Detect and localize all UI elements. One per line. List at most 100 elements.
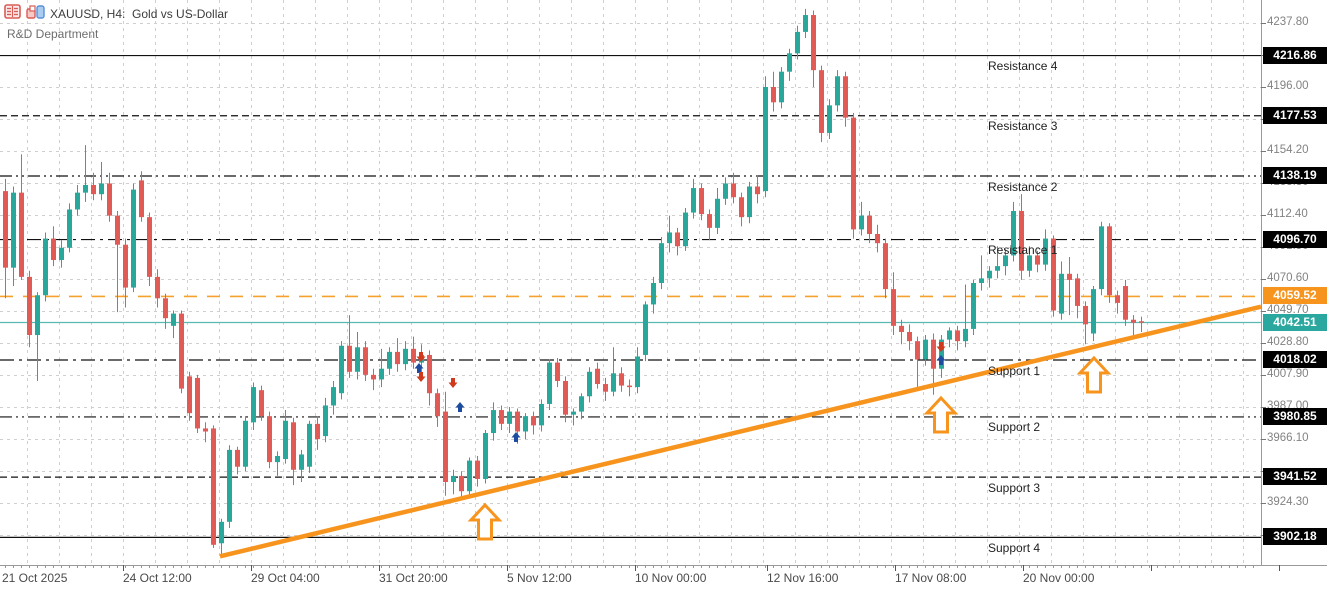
candle xyxy=(395,338,400,372)
candle xyxy=(211,425,216,548)
sr-level-lines[interactable] xyxy=(0,54,1261,538)
candle xyxy=(99,162,104,201)
fractal-up-arrow-icon xyxy=(936,355,946,365)
candle xyxy=(187,371,192,421)
sr-level-label: Support 2 xyxy=(988,420,1041,435)
candle xyxy=(851,113,856,239)
candle xyxy=(259,385,264,421)
candle xyxy=(899,319,904,345)
price-axis-tick-label: 4007.90 xyxy=(1267,368,1309,380)
candle xyxy=(819,65,824,143)
candle xyxy=(795,25,800,60)
candle xyxy=(459,471,464,499)
buy-signal-arrows[interactable] xyxy=(467,355,1112,541)
candle xyxy=(1067,256,1072,316)
up-arrow-marker-icon[interactable] xyxy=(1076,355,1112,394)
candle xyxy=(579,393,584,420)
price-axis-tick-label: 3966.10 xyxy=(1267,432,1309,444)
candle xyxy=(267,411,272,469)
watermark-text: R&D Department xyxy=(7,27,99,41)
candle xyxy=(443,391,448,496)
candle xyxy=(699,183,704,221)
candle xyxy=(43,232,48,302)
candle xyxy=(971,279,976,336)
axes[interactable] xyxy=(0,0,1327,571)
fractal-down-arrow-icon xyxy=(448,378,458,388)
price-axis-tick-label: 4028.80 xyxy=(1267,336,1309,348)
candle xyxy=(827,99,832,140)
price-level-box: 3902.18 xyxy=(1263,528,1327,546)
candle xyxy=(835,70,840,112)
price-level-box: 4096.70 xyxy=(1263,230,1327,248)
candle xyxy=(571,408,576,426)
candle xyxy=(131,183,136,293)
candle xyxy=(627,379,632,397)
sr-level-label: Support 1 xyxy=(988,363,1041,378)
sr-level-label: Resistance 3 xyxy=(988,119,1058,134)
price-level-box: 3980.85 xyxy=(1263,407,1327,425)
candle xyxy=(1043,229,1048,271)
candle xyxy=(19,154,24,280)
candle xyxy=(235,446,240,475)
time-axis-label: 17 Nov 08:00 xyxy=(895,571,967,585)
candle xyxy=(1091,286,1096,342)
bar-chart-icon[interactable] xyxy=(26,4,46,25)
candle xyxy=(1075,273,1080,319)
candle xyxy=(963,284,968,348)
candle xyxy=(955,325,960,351)
candle xyxy=(123,238,128,308)
candle xyxy=(483,429,488,484)
price-level-box: 4042.51 xyxy=(1263,313,1327,331)
time-axis-label: 21 Oct 2025 xyxy=(2,571,68,585)
candle xyxy=(523,413,528,440)
price-level-box: 4216.86 xyxy=(1263,46,1327,64)
candle xyxy=(339,341,344,400)
candle xyxy=(467,457,472,498)
candle xyxy=(779,67,784,109)
fractal-up-arrow-icon xyxy=(511,432,521,442)
candle xyxy=(107,172,112,222)
candle xyxy=(707,209,712,241)
candle xyxy=(171,310,176,339)
candle xyxy=(1139,316,1144,332)
sr-level-label: Support 3 xyxy=(988,480,1041,495)
candle xyxy=(475,455,480,487)
candle xyxy=(595,362,600,389)
candle xyxy=(11,186,16,287)
price-axis-tick-label: 4196.00 xyxy=(1267,80,1309,92)
candle xyxy=(435,388,440,427)
candle xyxy=(323,397,328,443)
sr-level-label: Resistance 2 xyxy=(988,179,1058,194)
candle xyxy=(251,382,256,430)
time-axis-label: 29 Oct 04:00 xyxy=(251,571,320,585)
up-arrow-marker-icon[interactable] xyxy=(923,395,959,434)
candle xyxy=(147,212,152,287)
trend-line[interactable] xyxy=(219,304,1261,559)
candle xyxy=(843,71,848,127)
time-axis-label: 24 Oct 12:00 xyxy=(123,571,192,585)
candle xyxy=(499,405,504,430)
candle xyxy=(51,226,56,267)
candle xyxy=(163,293,168,329)
candle xyxy=(115,211,120,313)
candle xyxy=(219,518,224,558)
candle xyxy=(531,411,536,435)
candle xyxy=(635,347,640,394)
price-axis-tick-label: 4237.80 xyxy=(1267,16,1309,28)
candle xyxy=(155,269,160,308)
candle xyxy=(403,341,408,371)
candle xyxy=(1123,279,1128,326)
candle xyxy=(723,177,728,205)
candle xyxy=(1115,290,1120,314)
price-axis-tick-label: 4049.70 xyxy=(1267,304,1309,316)
up-arrow-marker-icon[interactable] xyxy=(467,502,503,541)
candle xyxy=(987,266,992,288)
candle xyxy=(755,175,760,204)
candle xyxy=(979,255,984,291)
candle xyxy=(1019,194,1024,280)
order-book-icon[interactable] xyxy=(4,4,22,25)
candle xyxy=(283,410,288,464)
candle xyxy=(867,211,872,244)
candle xyxy=(1059,261,1064,320)
